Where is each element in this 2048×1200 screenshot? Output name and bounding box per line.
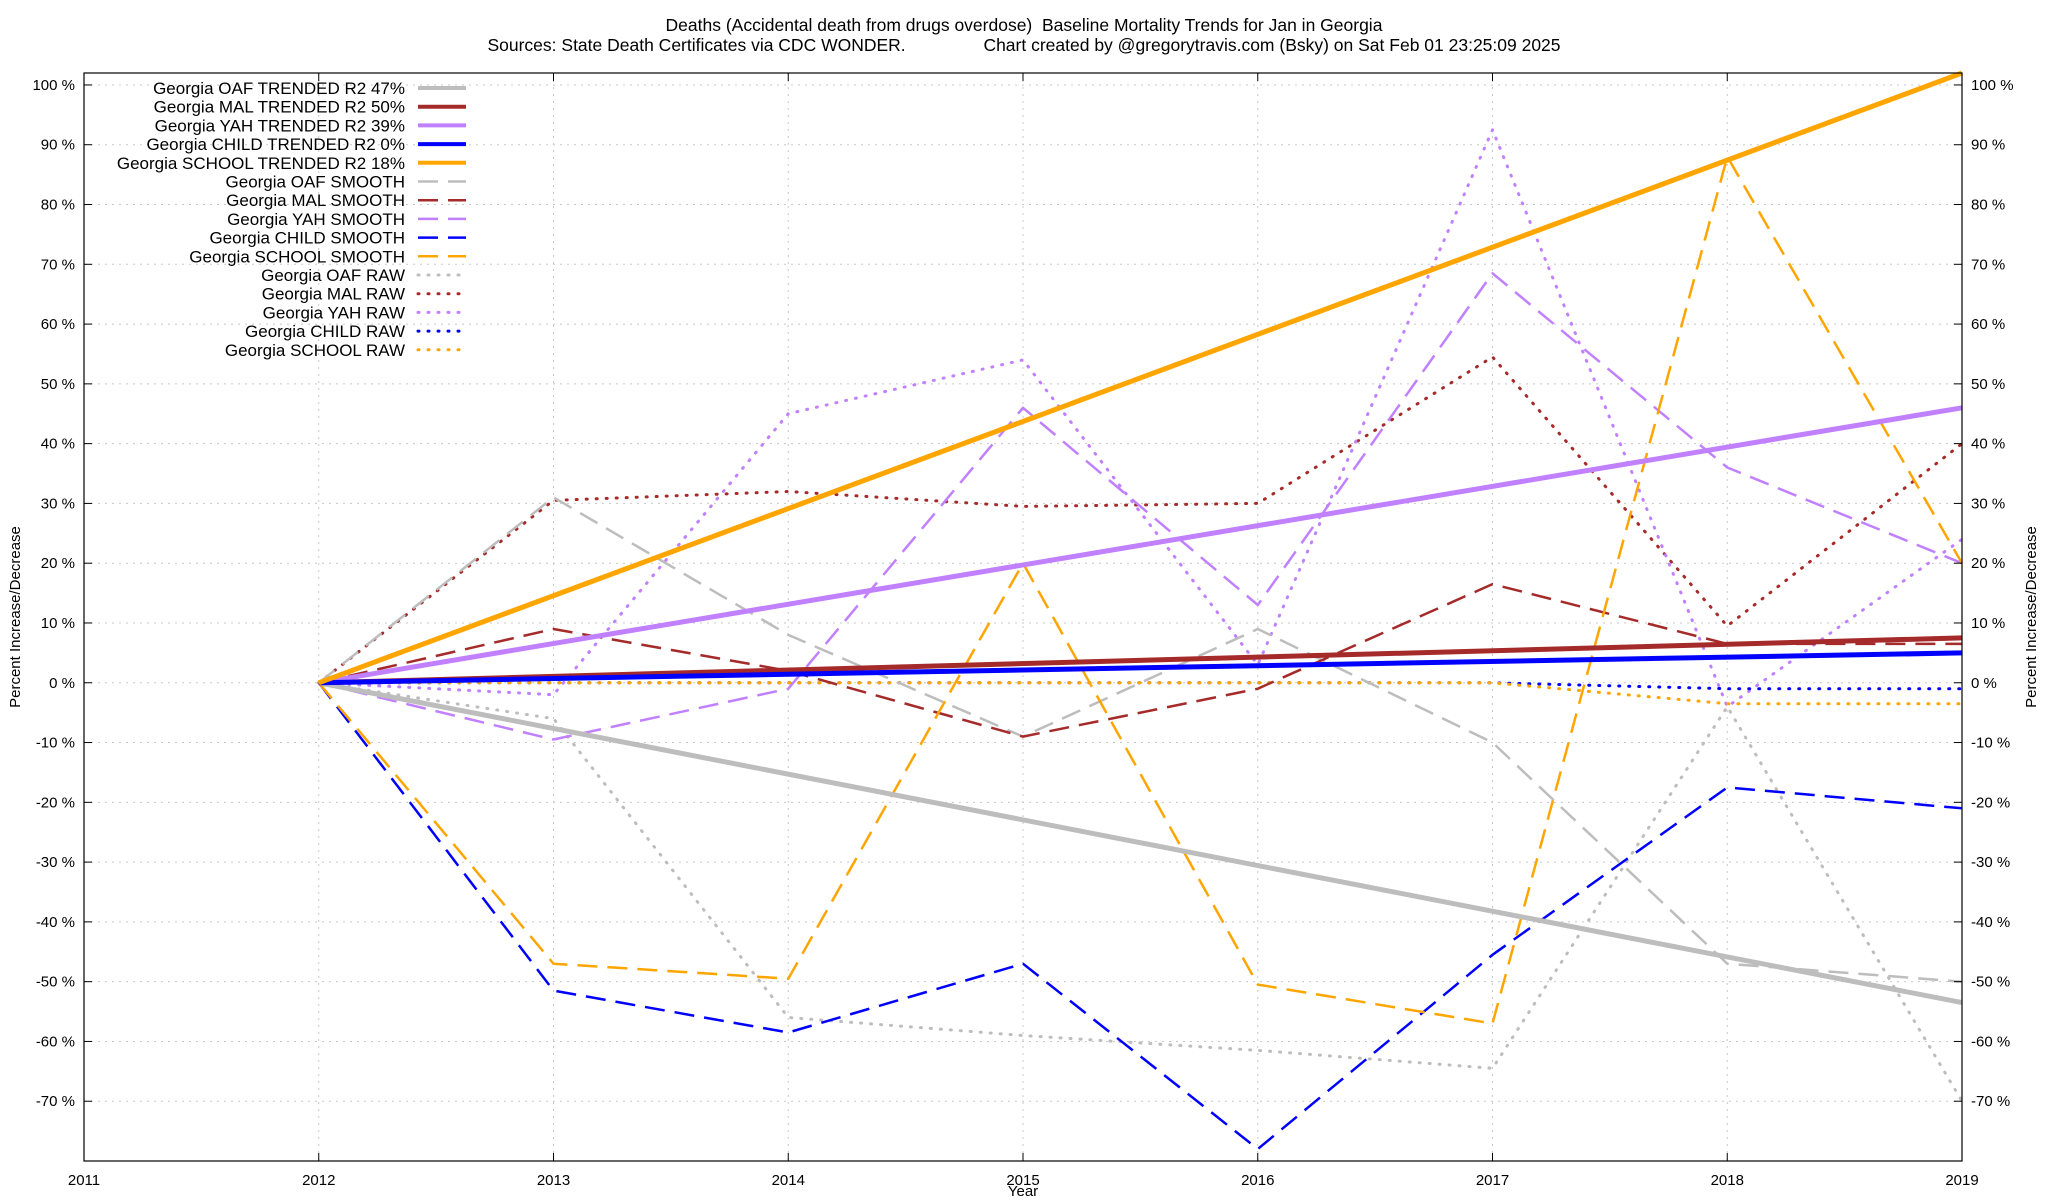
series-line-0 bbox=[318, 680, 1963, 1006]
tick-layer: 2011 2012 2013 2014 2015 2016 2017 2018 2019 100 … bbox=[32, 73, 2014, 1189]
y-tick-label-right: 0 % bbox=[1971, 675, 1997, 692]
series-line-14 bbox=[317, 681, 1964, 706]
y-tick-label-left: -20 % bbox=[36, 794, 75, 811]
series-layer bbox=[317, 70, 1964, 1151]
y-tick-label-right: 50 % bbox=[1971, 376, 2005, 393]
legend-label: Georgia MAL TRENDED R2 50% bbox=[154, 98, 405, 117]
series-line-9 bbox=[317, 155, 1964, 1025]
y-tick-label-right: 60 % bbox=[1971, 316, 2005, 333]
y-tick-label-left: 30 % bbox=[41, 495, 75, 512]
x-tick-label: 2013 bbox=[537, 1172, 570, 1189]
y-tick-label-right: 30 % bbox=[1971, 495, 2005, 512]
y-tick-label-right: 80 % bbox=[1971, 197, 2005, 214]
y-tick-label-right: 100 % bbox=[1971, 77, 2014, 94]
y-tick-label-left: 10 % bbox=[41, 615, 75, 632]
y-tick-label-left: 50 % bbox=[41, 376, 75, 393]
legend: Georgia OAF TRENDED R2 47%Georgia MAL TR… bbox=[117, 79, 468, 360]
x-tick-label: 2019 bbox=[1945, 1172, 1978, 1189]
x-tick-label: 2018 bbox=[1711, 1172, 1744, 1189]
legend-label: Georgia OAF SMOOTH bbox=[226, 173, 405, 192]
chart-subtitle: Sources: State Death Certificates via CD… bbox=[487, 35, 1560, 55]
legend-label: Georgia OAF RAW bbox=[261, 266, 405, 285]
y-tick-label-left: 60 % bbox=[41, 316, 75, 333]
legend-label: Georgia YAH SMOOTH bbox=[227, 210, 405, 229]
y-tick-label-right: 90 % bbox=[1971, 137, 2005, 154]
y-tick-label-left: 90 % bbox=[41, 137, 75, 154]
series-line-4 bbox=[317, 70, 1963, 686]
series-line-2 bbox=[318, 405, 1963, 686]
legend-label: Georgia CHILD TRENDED R2 0% bbox=[146, 135, 405, 154]
series-line-5 bbox=[318, 496, 1963, 983]
x-tick-label: 2014 bbox=[772, 1172, 805, 1189]
y-tick-label-left: -50 % bbox=[36, 974, 75, 991]
series-line-10 bbox=[317, 681, 1964, 1103]
y-tick-label-left: 40 % bbox=[41, 436, 75, 453]
series-line-11 bbox=[317, 355, 1964, 685]
y-tick-label-left: 0 % bbox=[49, 675, 75, 692]
y-axis-label-left: Percent Increase/Decrease bbox=[7, 526, 24, 708]
x-tick-label: 2015 bbox=[1006, 1172, 1039, 1189]
y-tick-label-right: 70 % bbox=[1971, 256, 2005, 273]
y-tick-label-right: -50 % bbox=[1971, 974, 2010, 991]
legend-label: Georgia SCHOOL SMOOTH bbox=[189, 247, 405, 266]
x-tick-label: 2012 bbox=[302, 1172, 335, 1189]
x-axis-label: Year bbox=[1008, 1183, 1038, 1200]
y-tick-label-left: 100 % bbox=[32, 77, 75, 94]
y-tick-label-right: -40 % bbox=[1971, 914, 2010, 931]
y-axis-label-right: Percent Increase/Decrease bbox=[2023, 526, 2040, 708]
legend-label: Georgia OAF TRENDED R2 47% bbox=[153, 79, 405, 98]
y-tick-label-left: 80 % bbox=[41, 197, 75, 214]
y-tick-label-left: 70 % bbox=[41, 256, 75, 273]
y-tick-label-left: -70 % bbox=[36, 1093, 75, 1110]
series-line-8 bbox=[317, 682, 1963, 1151]
y-tick-label-left: -60 % bbox=[36, 1033, 75, 1050]
grid-layer bbox=[84, 73, 1962, 1161]
y-tick-label-right: 10 % bbox=[1971, 615, 2005, 632]
legend-label: Georgia CHILD SMOOTH bbox=[209, 229, 405, 248]
legend-label: Georgia YAH RAW bbox=[263, 303, 405, 322]
y-tick-label-right: -20 % bbox=[1971, 794, 2010, 811]
x-tick-label: 2017 bbox=[1476, 1172, 1509, 1189]
y-tick-label-right: -70 % bbox=[1971, 1093, 2010, 1110]
legend-label: Georgia SCHOOL TRENDED R2 18% bbox=[117, 154, 405, 173]
y-tick-label-left: -10 % bbox=[36, 735, 75, 752]
y-tick-label-right: -10 % bbox=[1971, 735, 2010, 752]
series-line-7 bbox=[318, 272, 1963, 741]
y-tick-label-right: 20 % bbox=[1971, 555, 2005, 572]
y-tick-label-left: -30 % bbox=[36, 854, 75, 871]
y-tick-label-left: -40 % bbox=[36, 914, 75, 931]
y-tick-label-right: -30 % bbox=[1971, 854, 2010, 871]
legend-label: Georgia SCHOOL RAW bbox=[225, 341, 405, 360]
chart-title: Deaths (Accidental death from drugs over… bbox=[666, 15, 1383, 35]
legend-label: Georgia MAL SMOOTH bbox=[226, 191, 405, 210]
series-line-3 bbox=[318, 650, 1963, 686]
x-tick-label: 2011 bbox=[68, 1172, 100, 1189]
x-tick-label: 2016 bbox=[1241, 1172, 1274, 1189]
legend-label: Georgia CHILD RAW bbox=[245, 322, 405, 341]
legend-label: Georgia YAH TRENDED R2 39% bbox=[155, 116, 405, 135]
y-tick-label-right: -60 % bbox=[1971, 1033, 2010, 1050]
y-tick-label-left: 20 % bbox=[41, 555, 75, 572]
series-line-12 bbox=[317, 128, 1964, 709]
y-tick-label-right: 40 % bbox=[1971, 436, 2005, 453]
legend-label: Georgia MAL RAW bbox=[262, 285, 405, 304]
